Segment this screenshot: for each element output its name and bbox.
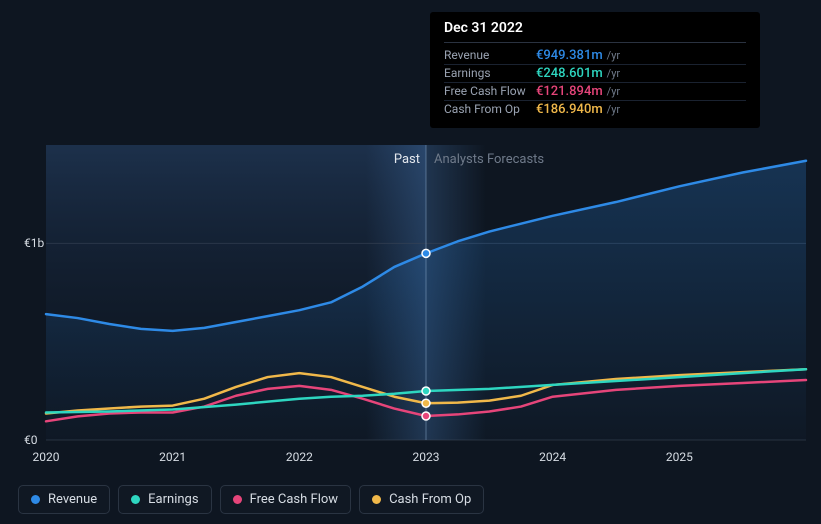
y-tick-label: €0 (24, 433, 38, 447)
tooltip-row-value: €121.894m (536, 84, 603, 99)
tooltip-row-value: €949.381m (536, 48, 603, 63)
past-region-label: Past (394, 152, 420, 167)
legend-dot-icon (131, 495, 140, 504)
tooltip-row-label: Cash From Op (444, 102, 536, 116)
tooltip-row: Cash From Op€186.940m/yr (444, 101, 746, 118)
x-tick-label: 2022 (286, 450, 313, 464)
tooltip-row-unit: /yr (607, 67, 620, 80)
legend-dot-icon (31, 495, 40, 504)
tooltip-row-label: Earnings (444, 66, 536, 80)
financial-forecast-chart: { "chart": { "type": "line-area", "backg… (0, 0, 821, 524)
tooltip-row-unit: /yr (607, 85, 620, 98)
forecast-region-label: Analysts Forecasts (434, 152, 544, 167)
legend-item-label: Free Cash Flow (250, 492, 338, 507)
x-tick-label: 2020 (33, 450, 60, 464)
tooltip-row-unit: /yr (607, 103, 620, 116)
legend-item-label: Earnings (148, 492, 198, 507)
tooltip-row-label: Free Cash Flow (444, 84, 536, 98)
legend-item-earnings[interactable]: Earnings (118, 485, 211, 514)
x-tick-label: 2024 (539, 450, 566, 464)
legend-item-label: Cash From Op (389, 492, 471, 507)
legend-item-cash-from-op[interactable]: Cash From Op (359, 485, 484, 514)
tooltip-title: Dec 31 2022 (444, 20, 746, 43)
tooltip-row: Earnings€248.601m/yr (444, 65, 746, 83)
tooltip-row: Revenue€949.381m/yr (444, 47, 746, 65)
tooltip-row-value: €248.601m (536, 66, 603, 81)
tooltip-row-label: Revenue (444, 48, 536, 62)
chart-legend: Revenue Earnings Free Cash Flow Cash From O… (18, 485, 484, 514)
legend-item-revenue[interactable]: Revenue (18, 485, 110, 514)
y-tick-label: €1b (24, 236, 44, 250)
legend-dot-icon (233, 495, 242, 504)
x-tick-label: 2023 (413, 450, 440, 464)
legend-dot-icon (372, 495, 381, 504)
tooltip-row-unit: /yr (607, 49, 620, 62)
tooltip-row-value: €186.940m (536, 102, 603, 117)
x-tick-label: 2025 (666, 450, 693, 464)
hover-tooltip: Dec 31 2022 Revenue€949.381m/yrEarnings€… (430, 12, 760, 128)
tooltip-row: Free Cash Flow€121.894m/yr (444, 83, 746, 101)
legend-item-label: Revenue (48, 492, 97, 507)
x-tick-label: 2021 (159, 450, 186, 464)
legend-item-free-cash-flow[interactable]: Free Cash Flow (220, 485, 351, 514)
